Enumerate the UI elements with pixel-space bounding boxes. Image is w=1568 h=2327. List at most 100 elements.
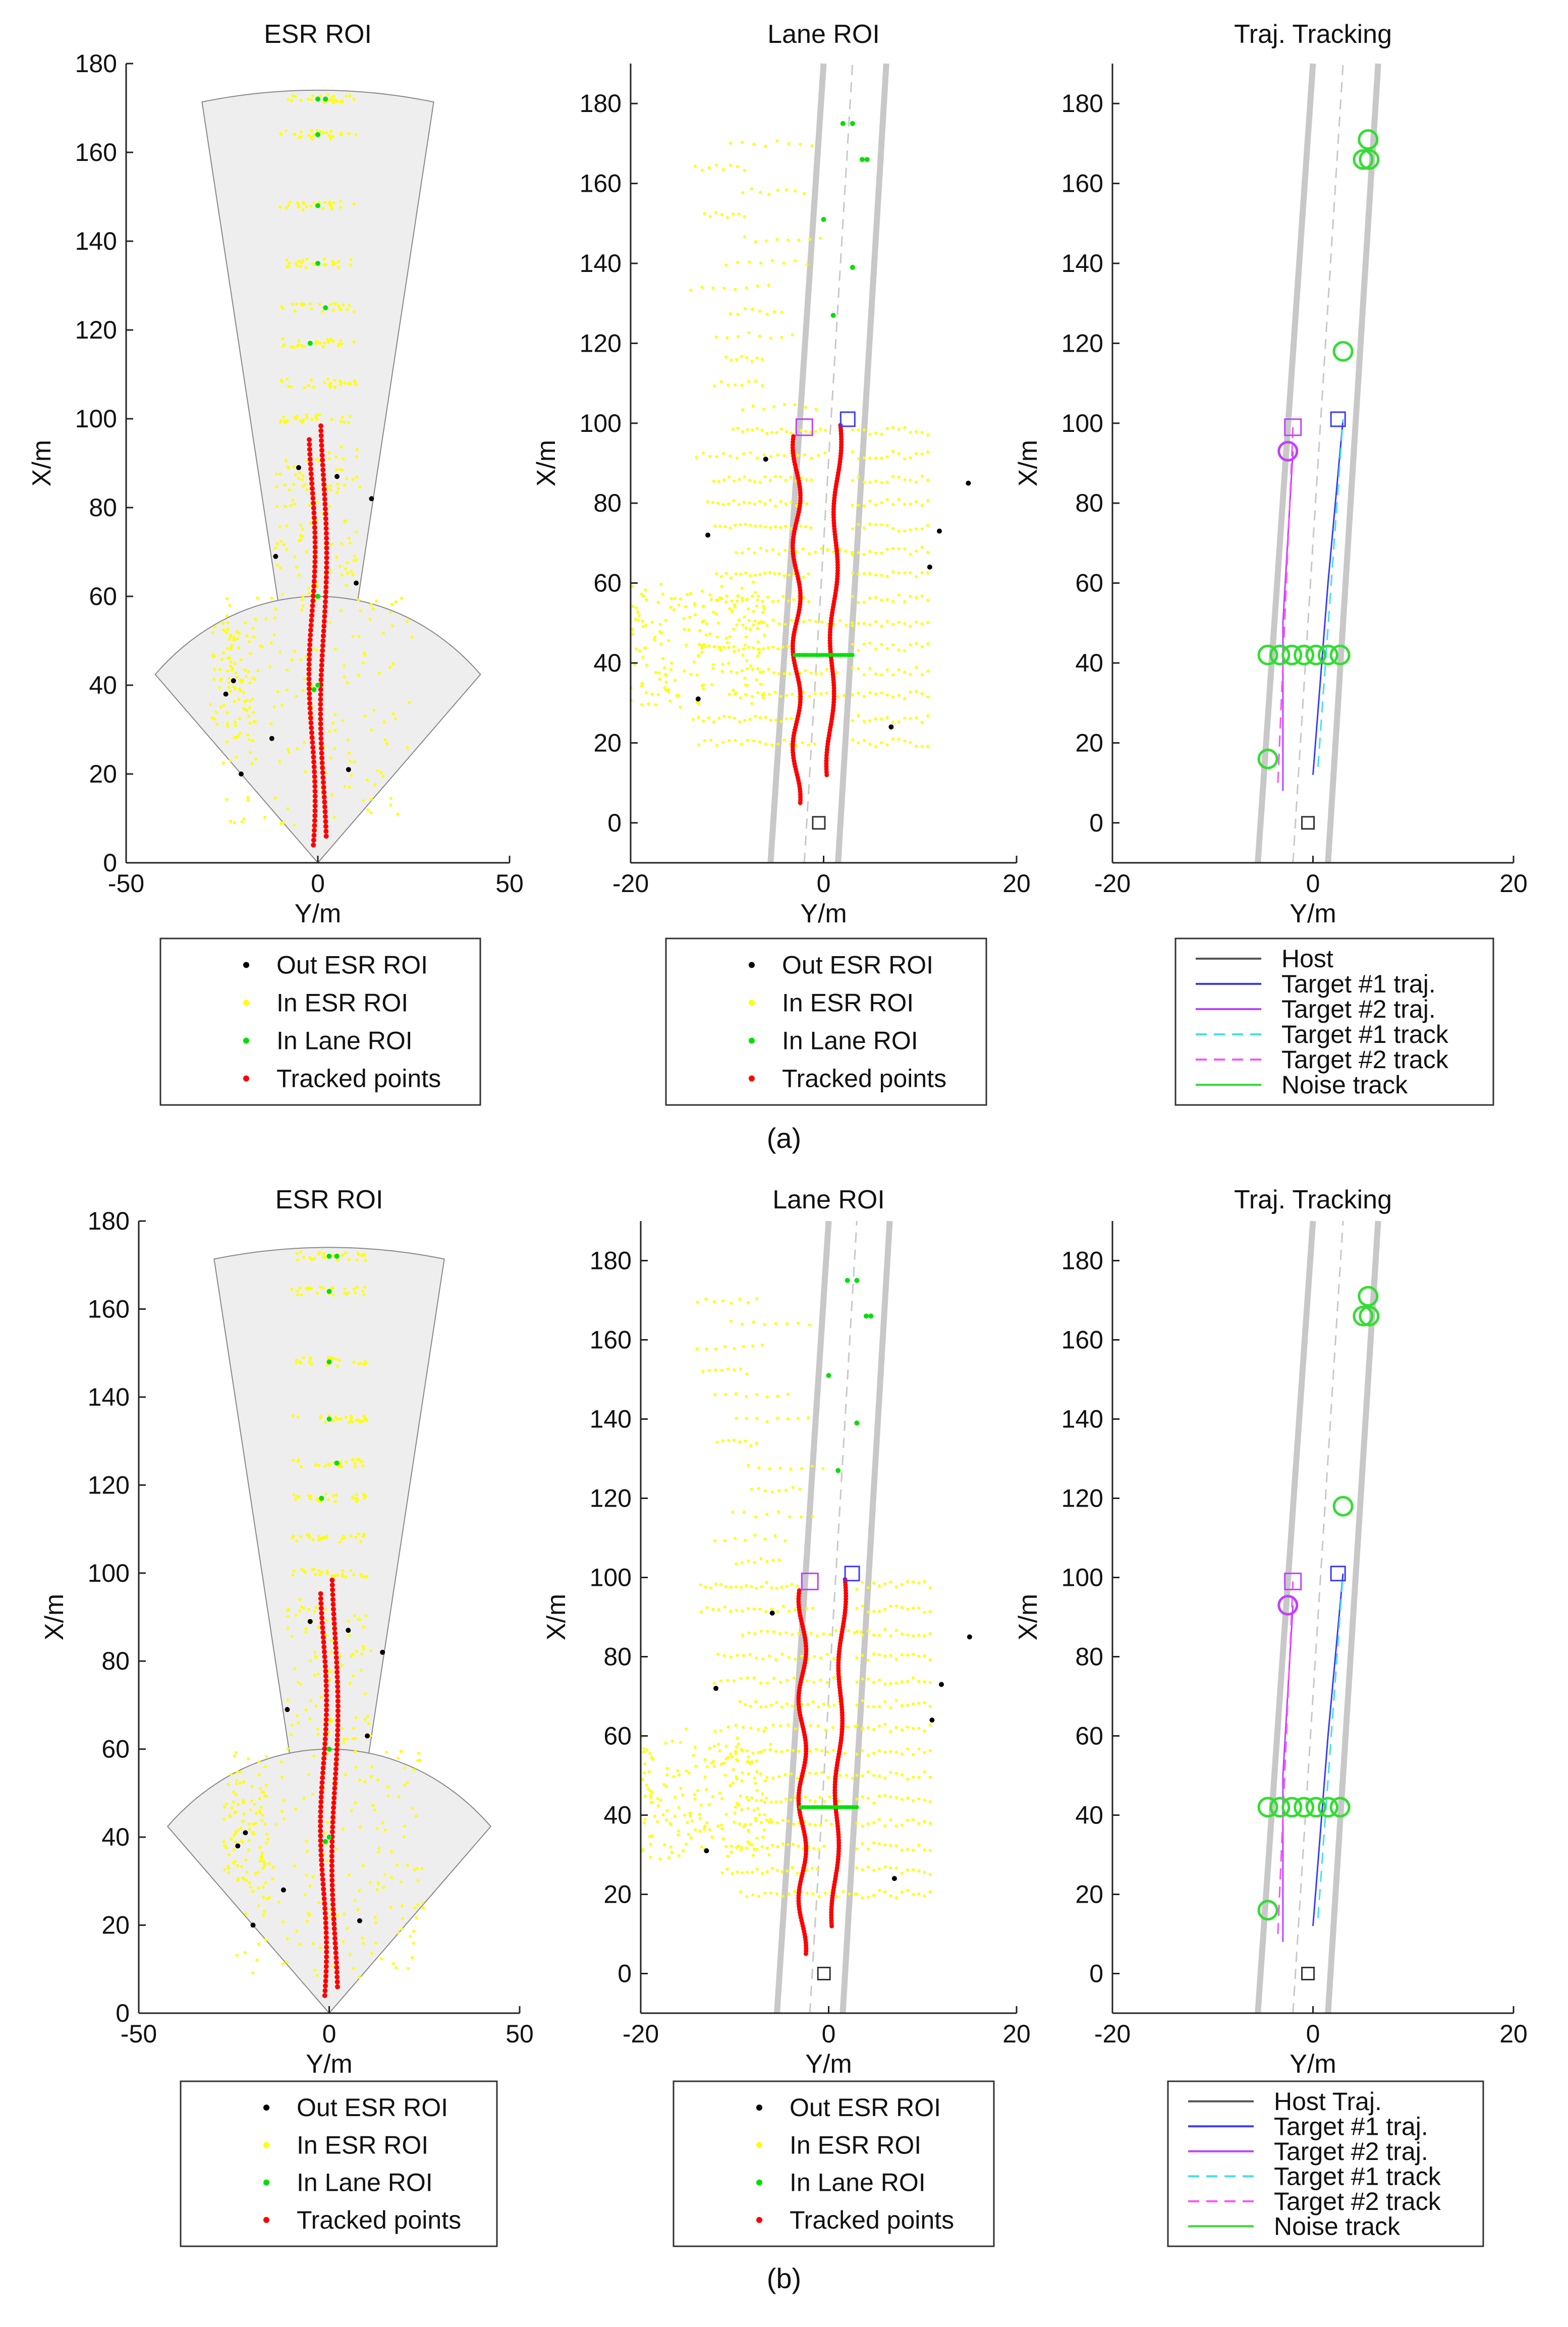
in-esr-point	[674, 1814, 677, 1818]
in-esr-point	[915, 549, 918, 553]
in-esr-point	[793, 403, 797, 407]
y-tick-label: 180	[88, 1207, 130, 1235]
legend-marker	[243, 1037, 249, 1044]
in-esr-point	[891, 695, 895, 699]
in-esr-point	[822, 1632, 825, 1635]
tracked-point	[323, 1983, 328, 1988]
in-esr-point	[305, 257, 309, 261]
in-lane-point	[826, 1373, 831, 1378]
in-esr-point	[868, 572, 872, 576]
in-esr-point	[302, 1256, 305, 1259]
in-esr-point	[350, 1417, 353, 1420]
in-esr-point	[647, 1787, 650, 1791]
in-esr-point	[228, 1814, 232, 1817]
in-esr-point	[883, 1776, 887, 1780]
in-esr-point	[747, 1772, 750, 1776]
in-esr-point	[912, 1776, 915, 1779]
in-esr-point	[222, 1817, 226, 1821]
in-esr-point	[903, 571, 907, 575]
in-esr-point	[780, 336, 783, 339]
in-esr-point	[761, 611, 765, 614]
in-esr-point	[352, 1573, 356, 1577]
in-esr-point	[346, 308, 349, 312]
in-esr-point	[862, 600, 866, 604]
in-esr-point	[640, 592, 643, 596]
in-esr-point	[712, 479, 715, 483]
in-esr-point	[795, 1584, 799, 1588]
out-esr-point	[296, 465, 301, 470]
in-esr-point	[759, 191, 762, 194]
in-esr-point	[252, 635, 256, 639]
in-esr-point	[885, 668, 889, 672]
in-esr-point	[227, 628, 230, 631]
in-esr-point	[290, 658, 294, 661]
tracked-point	[318, 697, 323, 702]
in-esr-point	[280, 1810, 284, 1813]
in-esr-point	[711, 501, 714, 504]
tracked-point	[323, 521, 329, 526]
in-esr-point	[362, 1942, 365, 1945]
in-esr-point	[323, 263, 326, 267]
in-esr-point	[792, 1676, 796, 1680]
in-esr-point	[765, 1420, 769, 1423]
in-esr-point	[357, 1253, 360, 1256]
in-esr-point	[264, 1784, 268, 1787]
in-esr-point	[657, 671, 661, 675]
in-esr-point	[915, 575, 918, 578]
in-esr-point	[912, 1868, 915, 1871]
in-esr-point	[729, 1610, 733, 1614]
in-esr-point	[782, 454, 786, 458]
in-esr-point	[923, 1894, 926, 1898]
in-esr-point	[345, 477, 349, 480]
in-esr-point	[889, 1682, 892, 1685]
in-esr-point	[263, 1765, 267, 1768]
in-esr-point	[349, 541, 352, 545]
in-esr-point	[750, 695, 754, 698]
in-esr-point	[872, 1751, 875, 1755]
tracked-point	[312, 779, 318, 784]
in-esr-point	[822, 1702, 825, 1706]
legend-marker	[756, 2142, 762, 2148]
in-esr-point	[310, 418, 314, 421]
in-esr-point	[220, 657, 223, 661]
in-esr-point	[880, 501, 883, 505]
in-esr-point	[753, 1561, 756, 1564]
in-esr-point	[323, 1832, 327, 1835]
tracked-point	[307, 652, 312, 657]
tracked-point	[318, 701, 323, 707]
in-esr-point	[225, 1846, 228, 1849]
in-esr-point	[299, 523, 302, 527]
in-esr-point	[693, 603, 697, 607]
x-tick-label: 0	[1306, 2020, 1320, 2048]
in-esr-point	[765, 1796, 768, 1800]
in-esr-point	[712, 1682, 716, 1685]
in-esr-point	[889, 1604, 892, 1608]
in-esr-point	[296, 1293, 299, 1296]
tracked-point	[323, 1915, 328, 1921]
in-esr-point	[324, 1608, 328, 1611]
in-esr-point	[749, 1704, 752, 1708]
in-esr-point	[340, 1465, 344, 1468]
tracked-point	[320, 643, 325, 648]
in-esr-point	[804, 430, 808, 433]
in-esr-point	[251, 1971, 255, 1975]
tracked-point	[318, 741, 324, 746]
in-esr-point	[296, 415, 299, 418]
in-esr-point	[361, 799, 365, 802]
in-esr-point	[705, 622, 708, 626]
in-esr-point	[683, 669, 686, 673]
in-esr-point	[311, 94, 315, 97]
in-esr-point	[669, 668, 673, 671]
in-esr-point	[341, 416, 344, 419]
in-esr-point	[759, 1681, 762, 1685]
in-esr-point	[760, 1872, 764, 1875]
in-esr-point	[755, 1759, 758, 1763]
tracked-point	[329, 1868, 334, 1873]
in-esr-point	[748, 501, 751, 505]
tracked-point	[312, 534, 318, 540]
in-esr-point	[753, 1632, 757, 1635]
in-esr-point	[254, 1872, 257, 1875]
in-esr-point	[759, 1629, 763, 1633]
tracked-point	[334, 1969, 340, 1975]
in-esr-point	[237, 698, 241, 701]
